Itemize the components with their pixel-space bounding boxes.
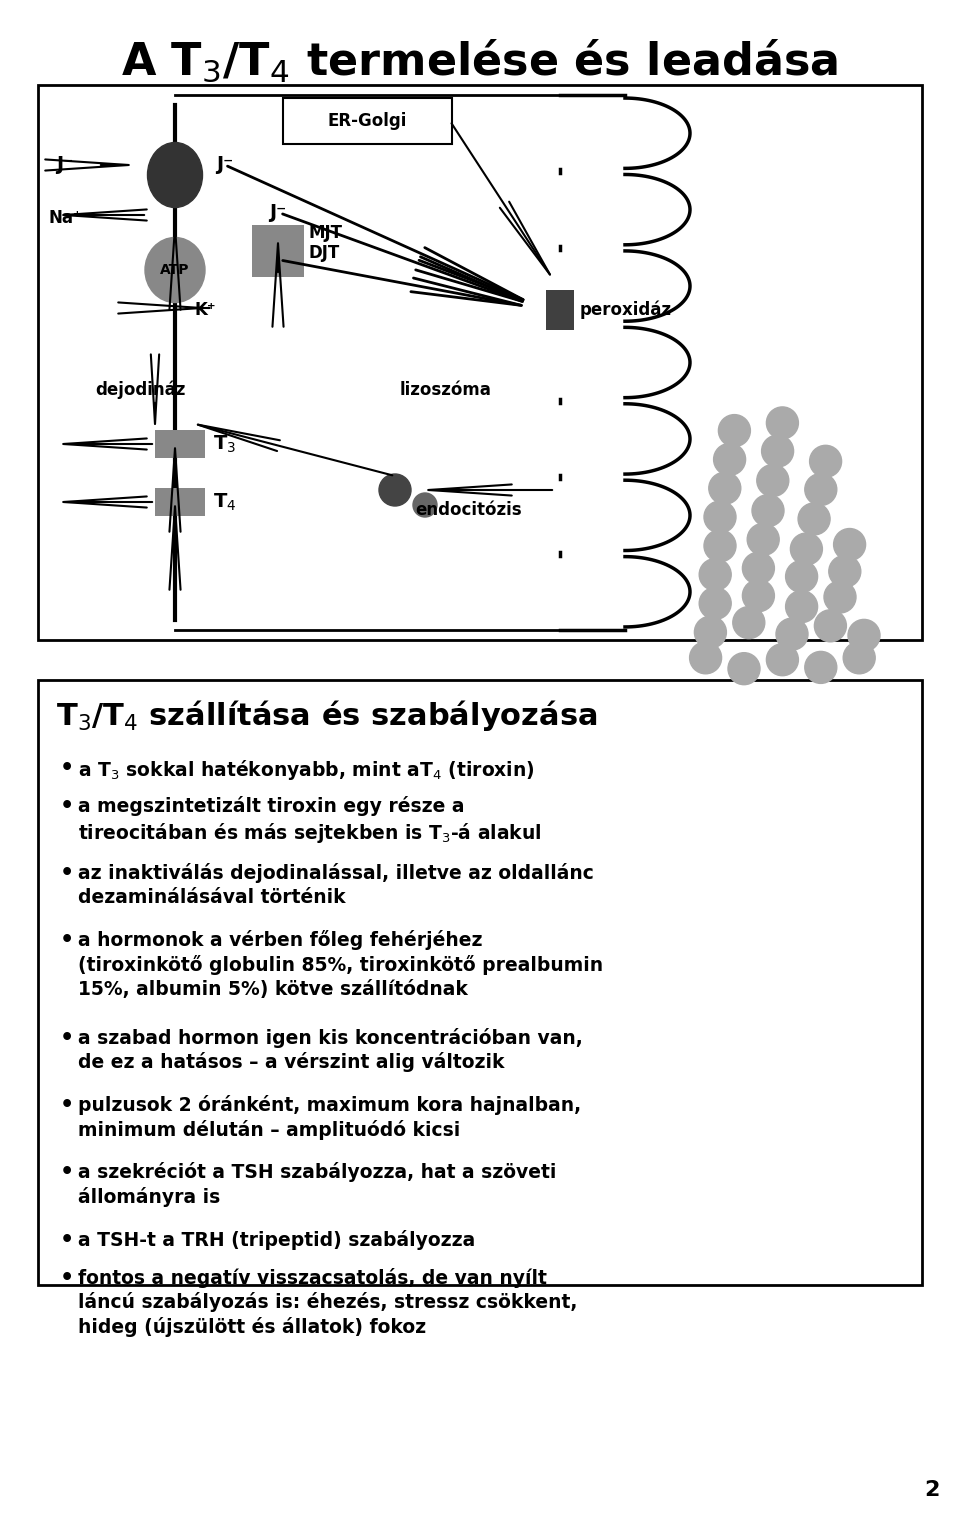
Text: MJT
DJT: MJT DJT [309, 224, 343, 262]
Text: •: • [60, 1267, 74, 1287]
Text: •: • [60, 1230, 74, 1250]
Text: a szabad hormon igen kis koncentrációban van,
de ez a hatásos – a vérszint alig : a szabad hormon igen kis koncentrációban… [78, 1028, 583, 1072]
Text: peroxidáz: peroxidáz [580, 301, 672, 319]
Circle shape [785, 560, 818, 592]
Text: fontos a negatív visszacsatolás, de van nyílt
láncú szabályozás is: éhezés, stre: fontos a negatív visszacsatolás, de van … [78, 1267, 577, 1338]
Text: az inaktiválás dejodinalással, illetve az oldallánc
dezaminálásával történik: az inaktiválás dejodinalással, illetve a… [78, 864, 594, 907]
Circle shape [747, 523, 780, 555]
Ellipse shape [145, 238, 205, 302]
Text: T$_3$: T$_3$ [213, 433, 236, 454]
Text: a szekréciót a TSH szabályozza, hat a szöveti
állományra is: a szekréciót a TSH szabályozza, hat a sz… [78, 1163, 557, 1207]
Circle shape [718, 414, 751, 446]
Text: A T$_3$/T$_4$ termelése és leadása: A T$_3$/T$_4$ termelése és leadása [121, 38, 839, 84]
Text: T$_3$/T$_4$ szállítása és szabályozása: T$_3$/T$_4$ szállítása és szabályozása [56, 698, 597, 733]
Text: •: • [60, 1163, 74, 1183]
Text: •: • [60, 796, 74, 816]
Text: J⁻: J⁻ [216, 155, 233, 175]
Text: ATP: ATP [160, 262, 190, 278]
FancyBboxPatch shape [155, 430, 205, 459]
Circle shape [704, 502, 736, 532]
Circle shape [798, 503, 830, 535]
Circle shape [804, 474, 837, 506]
Circle shape [843, 641, 876, 673]
Circle shape [728, 652, 760, 684]
FancyBboxPatch shape [155, 488, 205, 515]
Circle shape [708, 472, 741, 505]
Circle shape [833, 529, 866, 560]
Circle shape [704, 529, 736, 561]
Text: lizoszóma: lizoszóma [400, 380, 492, 399]
Circle shape [848, 620, 880, 652]
Circle shape [804, 652, 837, 684]
Circle shape [766, 407, 799, 439]
Circle shape [694, 617, 727, 649]
Circle shape [752, 494, 784, 526]
FancyBboxPatch shape [252, 225, 304, 278]
Circle shape [814, 611, 847, 641]
Text: •: • [60, 1095, 74, 1115]
Text: ER-Golgi: ER-Golgi [327, 112, 407, 130]
Text: •: • [60, 931, 74, 951]
Text: J⁻: J⁻ [270, 204, 287, 222]
FancyBboxPatch shape [38, 84, 922, 640]
Circle shape [785, 591, 818, 623]
Text: a T$_3$ sokkal hatékonyabb, mint aT$_4$ (tiroxin): a T$_3$ sokkal hatékonyabb, mint aT$_4$ … [78, 758, 535, 782]
Circle shape [713, 443, 746, 476]
Circle shape [828, 555, 861, 588]
FancyBboxPatch shape [38, 680, 922, 1285]
Circle shape [699, 588, 732, 620]
Circle shape [761, 436, 794, 466]
Text: T$_4$: T$_4$ [213, 491, 236, 512]
Text: a hormonok a vérben főleg fehérjéhez
(tiroxinkötő globulin 85%, tiroxinkötő prea: a hormonok a vérben főleg fehérjéhez (ti… [78, 931, 603, 999]
Text: •: • [60, 1028, 74, 1048]
FancyBboxPatch shape [283, 98, 452, 144]
Text: K⁺: K⁺ [194, 301, 216, 319]
Circle shape [742, 552, 775, 584]
Circle shape [413, 492, 437, 517]
Circle shape [689, 641, 722, 673]
Circle shape [379, 474, 411, 506]
Text: a TSH-t a TRH (tripeptid) szabályozza: a TSH-t a TRH (tripeptid) szabályozza [78, 1230, 475, 1250]
Text: dejodináz: dejodináz [95, 380, 185, 399]
Text: a megszintetizált tiroxin egy része a
tireocitában és más sejtekben is T$_3$-á a: a megszintetizált tiroxin egy része a ti… [78, 796, 541, 845]
Circle shape [699, 558, 732, 591]
Circle shape [776, 618, 808, 650]
Circle shape [732, 606, 765, 638]
Text: •: • [60, 864, 74, 884]
Circle shape [766, 644, 799, 675]
Text: •: • [60, 758, 74, 778]
Circle shape [790, 532, 823, 565]
Text: J⁻: J⁻ [57, 155, 74, 175]
Text: 2: 2 [924, 1480, 940, 1500]
Ellipse shape [148, 143, 203, 207]
Text: endocitózis: endocitózis [415, 502, 521, 518]
Circle shape [809, 445, 842, 477]
FancyBboxPatch shape [546, 290, 574, 330]
Text: Na⁺: Na⁺ [48, 209, 82, 227]
Text: pulzusok 2 óránként, maximum kora hajnalban,
minimum délután – amplituódó kicsi: pulzusok 2 óránként, maximum kora hajnal… [78, 1095, 581, 1140]
Circle shape [742, 580, 775, 612]
Circle shape [756, 465, 789, 497]
Circle shape [824, 581, 856, 614]
